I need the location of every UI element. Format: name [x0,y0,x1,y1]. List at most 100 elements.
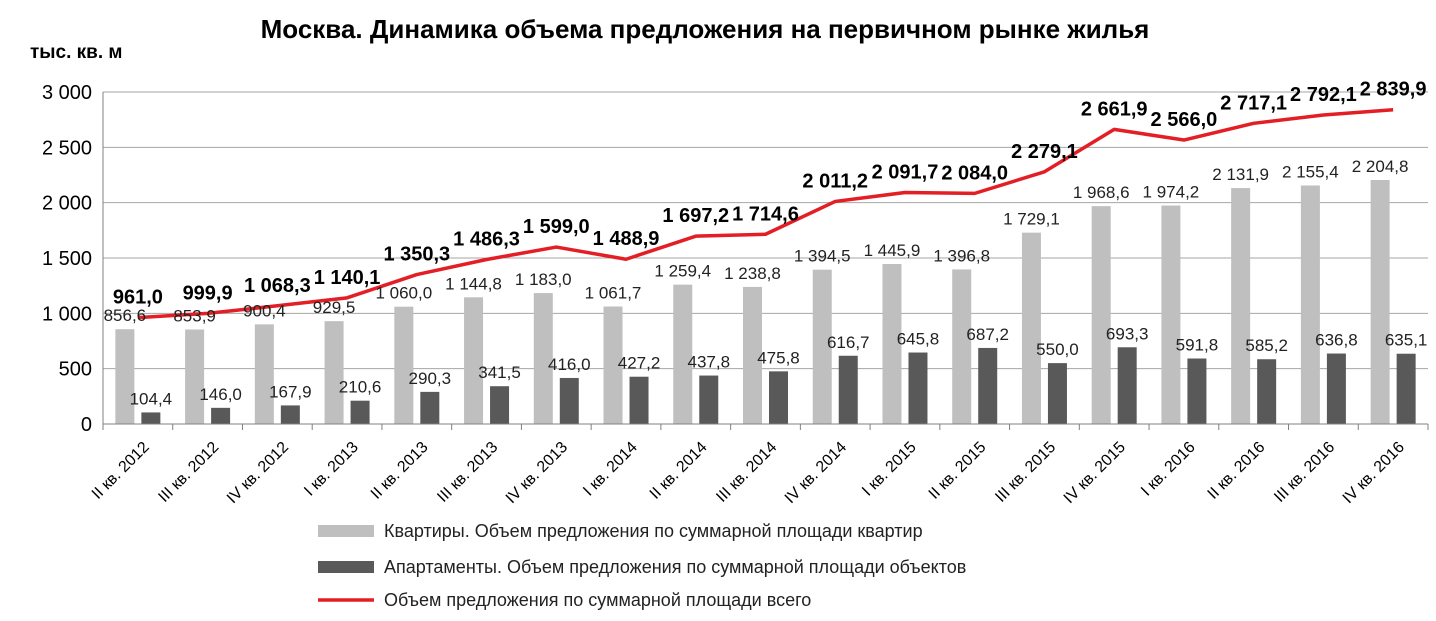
x-tick-label: III кв. 2016 [1271,439,1338,506]
data-label-flats: 2 204,8 [1352,157,1409,176]
y-tick-label: 500 [59,359,92,381]
x-tick-label: IV кв. 2014 [782,439,850,507]
data-label-apartments: 636,8 [1315,331,1358,350]
data-label-apartments: 427,2 [618,354,661,373]
data-label-total: 2 084,0 [941,162,1008,184]
data-label-total: 2 091,7 [872,162,939,184]
data-label-total: 1 140,1 [314,267,381,289]
bar-apartments [1187,358,1207,424]
x-tick-label: III кв. 2012 [155,439,222,506]
bar-apartments [978,347,998,424]
bar-apartments [629,376,649,424]
bar-flats [185,329,205,424]
data-label-flats: 2 155,4 [1282,162,1339,181]
bar-flats [464,297,484,424]
bar-flats [1021,232,1041,424]
data-label-flats: 900,4 [243,301,286,320]
data-label-flats: 1 396,8 [933,246,990,265]
data-label-total: 1 697,2 [662,205,729,227]
bar-flats [1161,205,1181,424]
y-tick-label: 1 500 [42,248,92,270]
x-axis-ticks: II кв. 2012 III кв. 2012 IV кв. 2012 I кв. … [89,439,1408,507]
x-tick-label: IV кв. 2016 [1340,439,1408,507]
bar-apartments [350,400,370,424]
y-tick-label: 1 000 [42,303,92,325]
data-label-flats: 1 060,0 [375,284,432,303]
data-label-total: 2 279,1 [1011,141,1078,163]
bar-flats [1370,180,1390,424]
bar-flats [254,324,274,424]
data-label-total: 2 661,9 [1081,98,1148,120]
x-tick-label: II кв. 2013 [368,439,432,503]
bars [115,180,1416,424]
bar-flats [952,269,972,424]
data-label-flats: 1 974,2 [1143,183,1200,202]
legend: Квартиры. Объем предложения по суммарной… [318,521,966,610]
data-label-total: 999,9 [183,282,233,304]
bar-flats [115,329,135,424]
data-label-flats: 1 238,8 [724,264,781,283]
data-label-flats: 1 445,9 [864,241,921,260]
x-tick-label: III кв. 2015 [992,439,1059,506]
legend-swatch-apartments [318,561,374,573]
bar-apartments [699,375,719,424]
data-label-flats: 1 061,7 [585,284,642,303]
bar-flats [533,293,553,424]
x-tick-label: II кв. 2014 [647,439,711,503]
x-tick-label: III кв. 2014 [713,439,780,506]
bar-flats [673,284,693,424]
x-tick-label: II кв. 2015 [926,439,990,503]
legend-label-apartments: Апартаменты. Объем предложения по суммар… [384,557,966,577]
data-label-flats: 1 394,5 [794,247,851,266]
data-label-apartments: 437,8 [687,353,730,372]
bar-apartments [769,371,788,424]
x-tick-label: IV кв. 2015 [1061,439,1129,507]
bar-flats [324,321,344,424]
data-label-apartments: 645,8 [897,330,940,349]
x-tick-label: I кв. 2016 [1138,439,1199,500]
bar-apartments [490,386,510,424]
bar-apartments [141,412,161,424]
bar-apartments [1326,353,1346,424]
bar-apartments [280,405,300,424]
x-tick-label: I кв. 2013 [301,439,362,500]
bar-flats [1091,206,1111,424]
data-label-apartments: 616,7 [827,333,870,352]
data-label-total: 2 717,1 [1220,92,1287,114]
chart-title: Москва. Динамика объема предложения на п… [261,14,1150,44]
bar-flats [743,286,762,424]
legend-label-total: Объем предложения по суммарной площади в… [384,590,811,610]
bar-flats [812,269,832,424]
data-label-flats: 1 259,4 [654,262,711,281]
legend-label-flats: Квартиры. Объем предложения по суммарной… [384,521,923,541]
bar-apartments [420,391,440,424]
data-label-apartments: 693,3 [1106,324,1149,343]
data-label-apartments: 167,9 [269,382,312,401]
data-label-apartments: 146,0 [199,385,242,404]
bar-flats [1231,188,1251,424]
data-label-flats: 1 968,6 [1073,183,1130,202]
series-line-total [137,107,1394,320]
data-label-flats: 1 183,0 [515,270,572,289]
data-label-total: 1 488,9 [593,228,660,250]
data-label-total: 1 599,0 [523,216,590,238]
data-label-flats: 1 729,1 [1003,210,1060,229]
legend-swatch-flats [318,525,374,537]
x-tick-label: IV кв. 2012 [224,439,292,507]
x-tick-label: II кв. 2012 [89,439,153,503]
data-label-apartments: 475,8 [757,348,800,367]
total-line [137,107,1394,320]
y-axis-unit-label: тыс. кв. м [30,42,122,63]
bar-apartments [559,377,579,424]
data-label-apartments: 550,0 [1036,340,1079,359]
bar-flats [394,306,414,424]
data-label-apartments: 290,3 [409,369,452,388]
bar-apartments [1396,353,1416,424]
y-tick-label: 3 000 [42,82,92,104]
y-tick-label: 2 500 [42,137,92,159]
bar-apartments [1047,363,1067,424]
data-label-total: 2 011,2 [802,170,868,192]
x-tick-label: I кв. 2014 [580,439,641,500]
bar-flats [1300,185,1320,424]
y-tick-label: 2 000 [42,193,92,215]
